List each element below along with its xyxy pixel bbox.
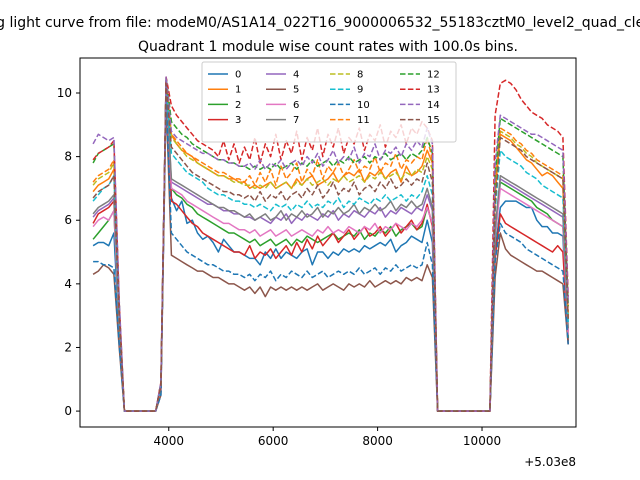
legend-label-11: 11 — [357, 115, 370, 126]
x-tick-label: 8000 — [362, 434, 393, 448]
legend-label-15: 15 — [427, 115, 440, 126]
legend-label-10: 10 — [357, 100, 370, 111]
y-tick-label: 10 — [57, 86, 72, 100]
y-tick-label: 0 — [64, 404, 72, 418]
y-tick-label: 6 — [64, 213, 72, 227]
legend-label-4: 4 — [293, 70, 299, 81]
legend-label-12: 12 — [427, 70, 440, 81]
axis-ticks: 4000 6000 8000 10000 0 2 4 6 8 10 — [57, 86, 501, 448]
legend-label-8: 8 — [357, 70, 363, 81]
legend-label-6: 6 — [293, 100, 299, 111]
legend-label-14: 14 — [427, 100, 440, 111]
legend-label-7: 7 — [293, 115, 299, 126]
x-offset-label: +5.03e8 — [524, 455, 576, 469]
legend-box — [201, 61, 457, 143]
axes-frame — [79, 57, 577, 428]
legend-label-0: 0 — [235, 70, 241, 81]
chart-title: Quadrant 1 module wise count rates with … — [138, 39, 518, 55]
legend-label-3: 3 — [235, 115, 241, 126]
y-tick-label: 8 — [64, 150, 72, 164]
legend-label-5: 5 — [293, 85, 299, 96]
legend-label-2: 2 — [235, 100, 241, 111]
x-tick-label: 4000 — [153, 434, 184, 448]
plot-area — [92, 76, 569, 412]
y-tick-label: 4 — [64, 277, 72, 291]
series-line-14 — [92, 76, 569, 412]
legend-label-1: 1 — [235, 85, 241, 96]
series-line-15 — [92, 82, 569, 412]
x-tick-label: 10000 — [463, 434, 501, 448]
legend-label-13: 13 — [427, 85, 440, 96]
suptitle: Plotting light curve from file: modeM0/A… — [0, 15, 640, 31]
y-tick-label: 2 — [64, 340, 72, 354]
x-tick-label: 6000 — [258, 434, 289, 448]
legend-label-9: 9 — [357, 85, 363, 96]
